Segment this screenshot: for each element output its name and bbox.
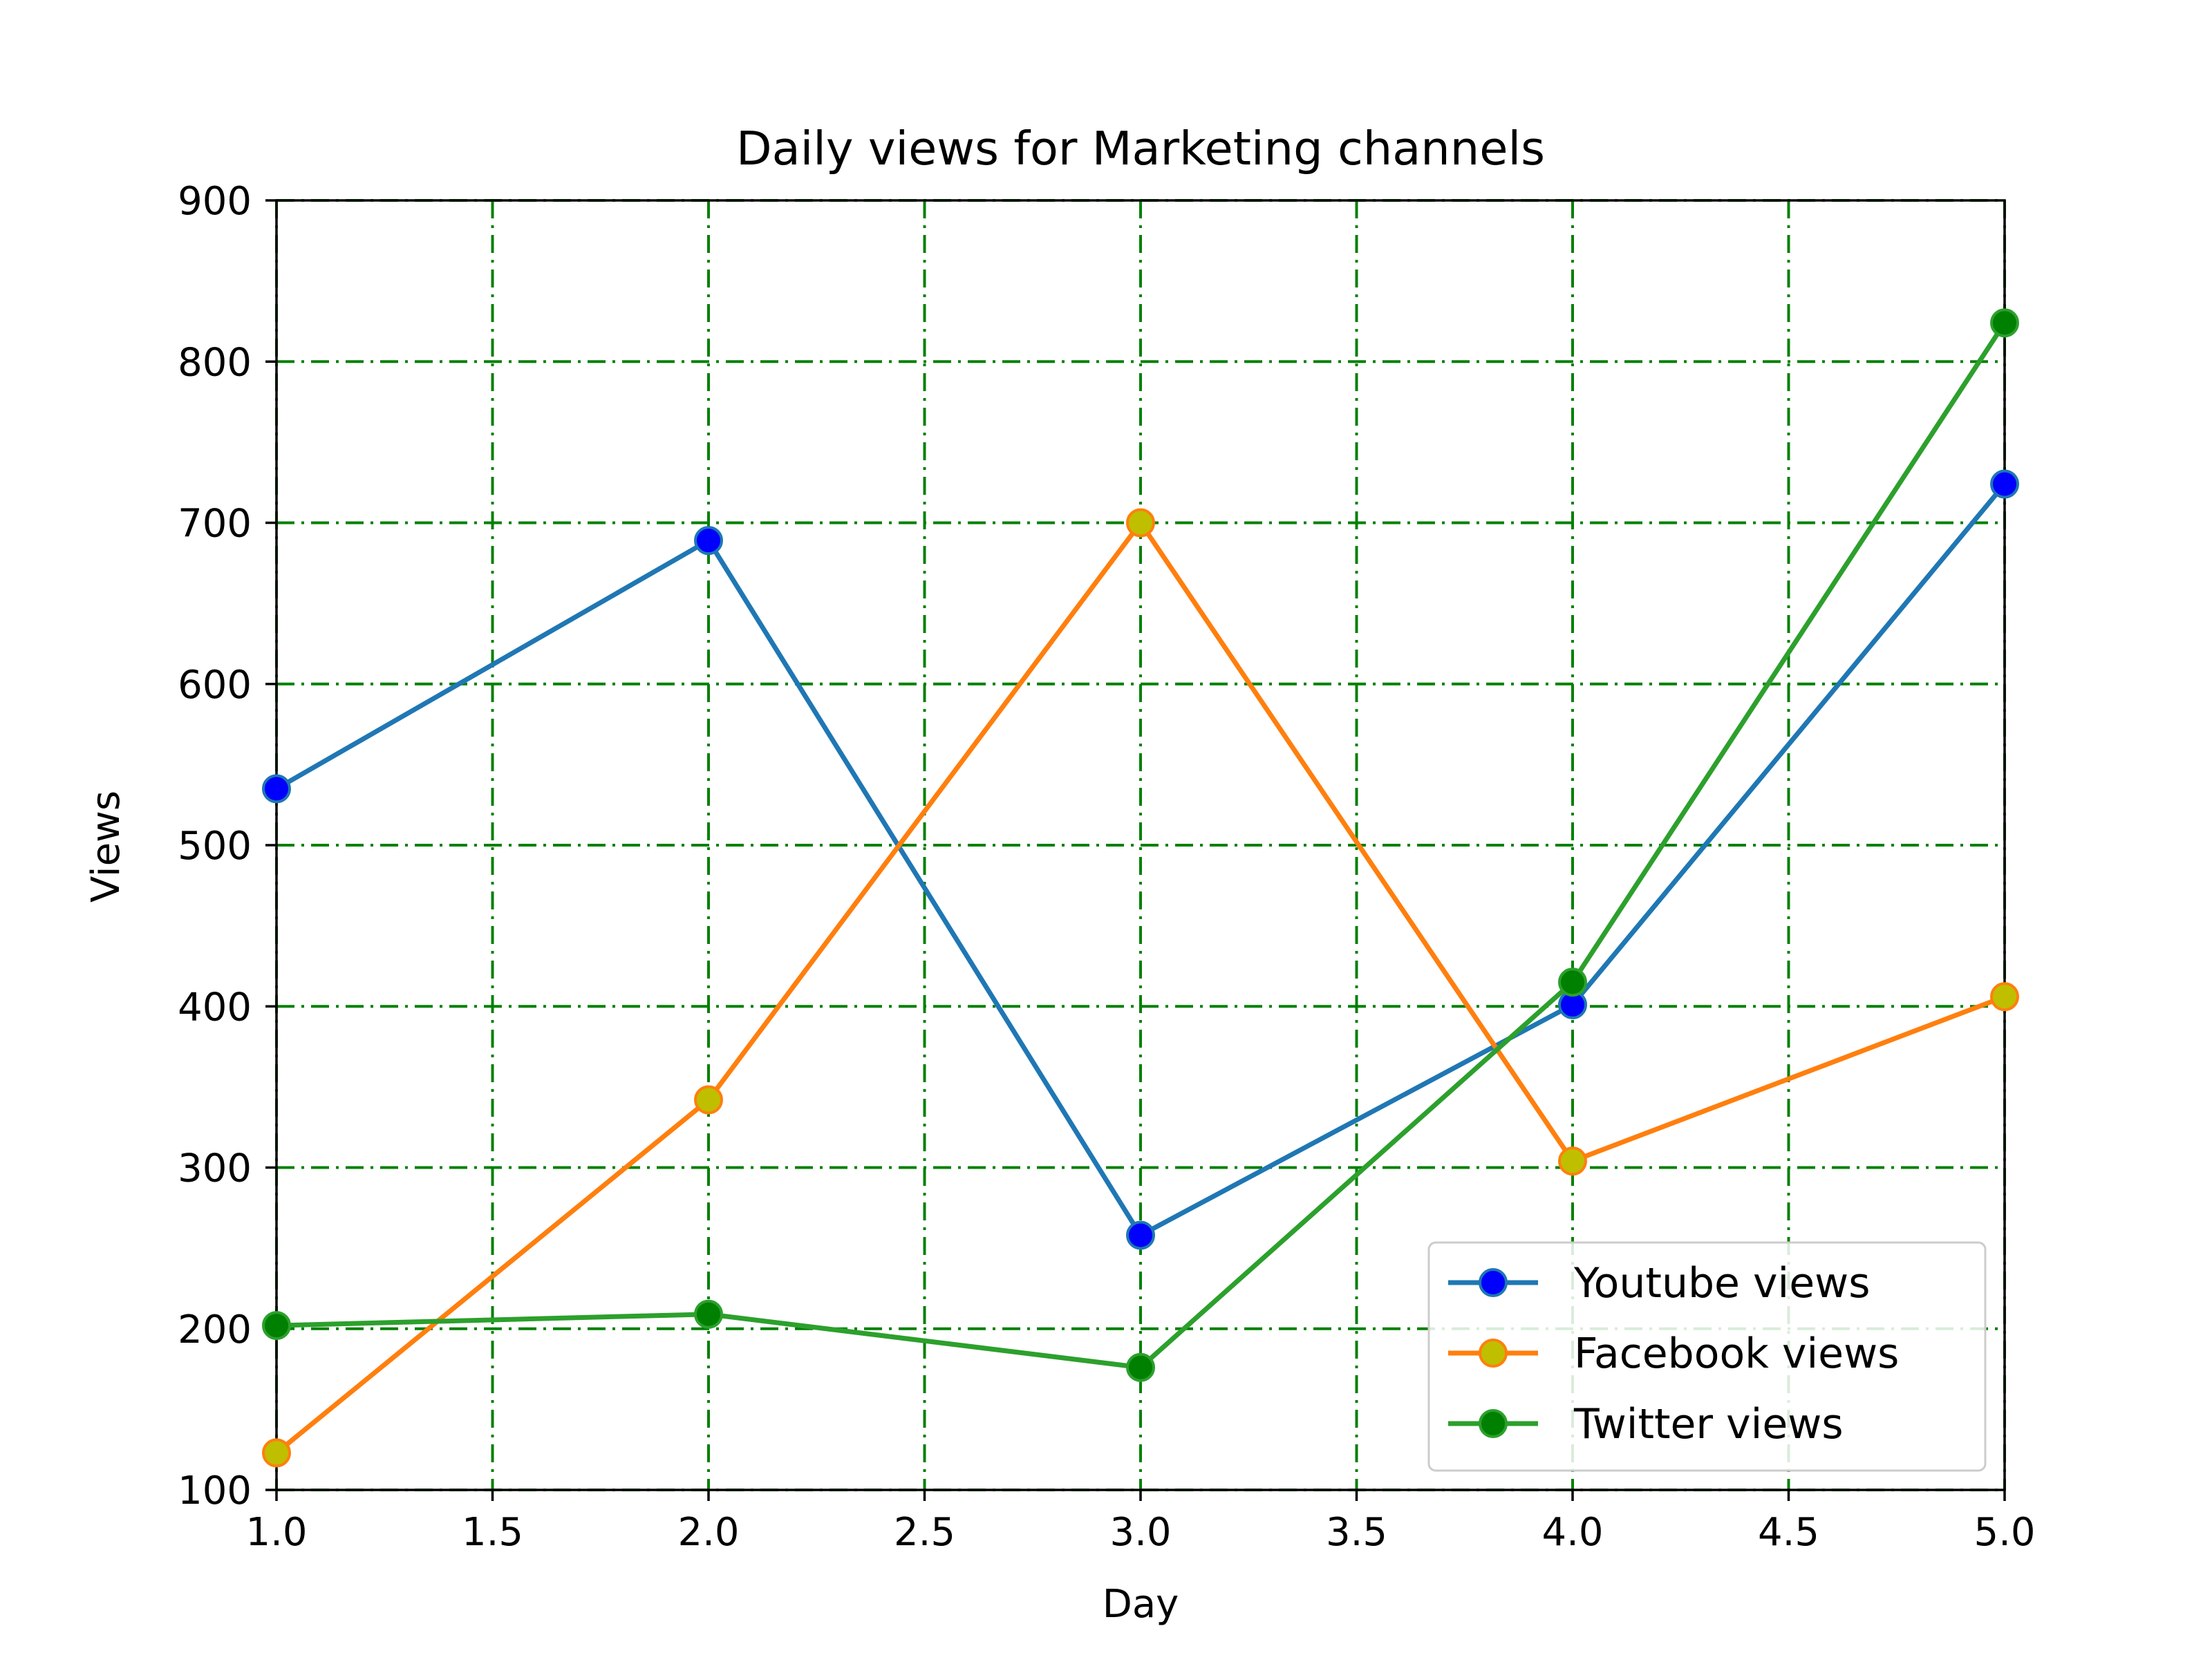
legend-box (1427, 1241, 1987, 1472)
x-tick-label: 3.5 (1326, 1510, 1387, 1555)
data-point (1558, 967, 1587, 997)
legend-label: Facebook views (1574, 1330, 1899, 1378)
data-point (1126, 1352, 1155, 1382)
chart-title: Daily views for Marketing channels (736, 122, 1545, 176)
legend-swatch-marker (1479, 1339, 1508, 1368)
x-tick-label: 3.0 (1109, 1510, 1171, 1555)
data-point (262, 774, 291, 804)
legend-item: Twitter views (1448, 1400, 1844, 1448)
x-tick-label: 1.0 (245, 1510, 307, 1555)
y-tick-label: 100 (178, 1469, 252, 1513)
y-tick-label: 900 (178, 179, 252, 224)
y-tick-label: 800 (178, 340, 252, 385)
legend-swatch-marker (1479, 1268, 1508, 1297)
data-point (694, 526, 723, 556)
x-tick-label: 4.5 (1758, 1510, 1819, 1555)
data-point (1990, 982, 2019, 1012)
x-tick-label: 2.5 (894, 1510, 955, 1555)
data-point (1990, 469, 2019, 499)
x-tick-label: 1.5 (462, 1510, 523, 1555)
y-tick-label: 500 (178, 824, 252, 869)
legend-label: Youtube views (1573, 1259, 1870, 1307)
x-tick-label: 5.0 (1974, 1510, 2035, 1555)
data-point (262, 1311, 291, 1341)
y-tick-label: 300 (178, 1146, 252, 1191)
y-axis-label: Views (84, 791, 129, 903)
x-axis-label: Day (1103, 1582, 1179, 1627)
axes: 1.0 1.5 2.0 2.5 3.0 3.5 4.0 4.5 5.0 100 200 300 400 5… (178, 179, 2035, 1555)
y-tick-label: 600 (178, 663, 252, 708)
series-youtube-views (262, 469, 2019, 1250)
x-tick-label: 4.0 (1541, 1510, 1603, 1555)
data-point (1990, 308, 2019, 338)
legend-item: Youtube views (1448, 1259, 1870, 1307)
data-point (262, 1438, 291, 1468)
legend-item: Facebook views (1448, 1330, 1899, 1378)
x-tick-label: 2.0 (677, 1510, 739, 1555)
legend: Youtube views Facebook views Twitter views (1427, 1241, 1987, 1472)
series-layer (262, 308, 2019, 1468)
y-tick-label: 200 (178, 1307, 252, 1352)
data-point (694, 1299, 723, 1329)
data-point (694, 1085, 723, 1115)
legend-swatch-marker (1479, 1409, 1508, 1438)
data-point (1126, 1220, 1155, 1250)
y-tick-label: 400 (178, 985, 252, 1030)
legend-label: Twitter views (1573, 1400, 1844, 1448)
data-point (1126, 508, 1155, 538)
series-twitter-views (262, 308, 2019, 1382)
y-tick-label: 700 (178, 502, 252, 547)
series-facebook-views (262, 508, 2019, 1468)
data-point (1558, 1146, 1587, 1176)
